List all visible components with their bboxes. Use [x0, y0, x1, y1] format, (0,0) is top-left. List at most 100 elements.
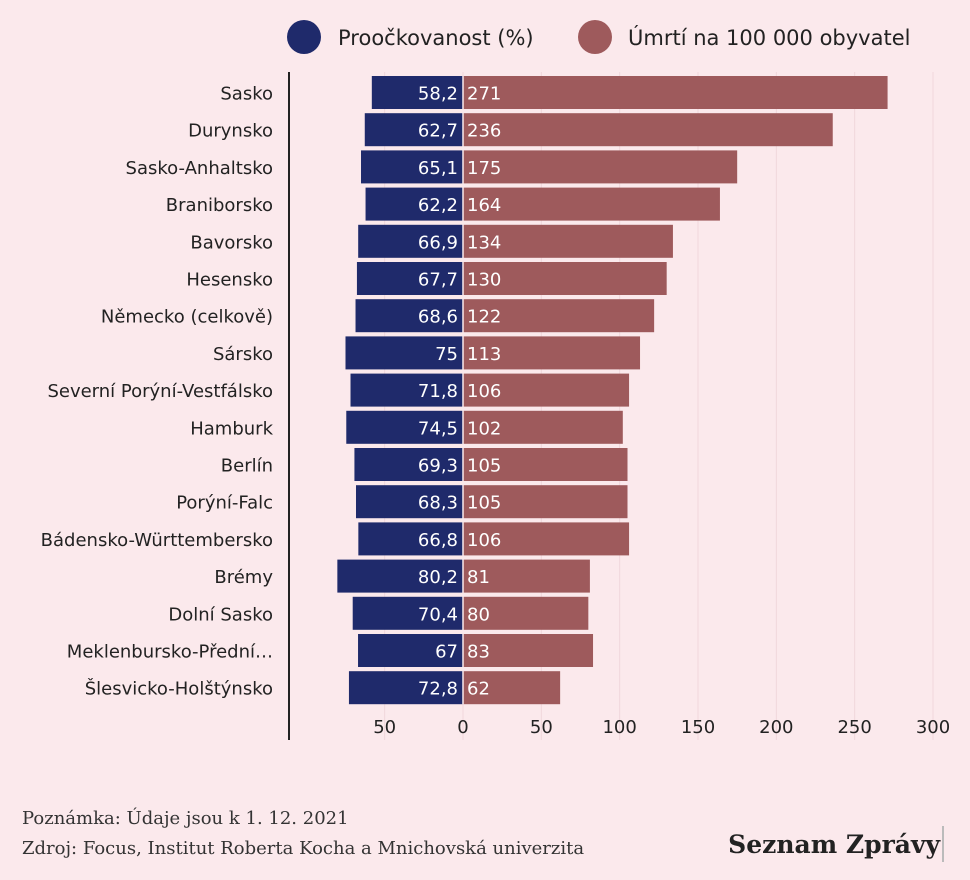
category-label: Meklenbursko-Přední…: [67, 642, 273, 663]
bar-label-deaths: 106: [467, 381, 501, 402]
bar-deaths: [463, 596, 589, 630]
bar-deaths: [463, 150, 738, 184]
bar-label-vaccination: 67: [435, 642, 458, 663]
category-label: Dolní Sasko: [168, 604, 273, 625]
bar-vaccination: [355, 485, 463, 519]
category-label: Berlín: [221, 456, 273, 477]
x-tick-label: 250: [837, 717, 871, 738]
bar-label-deaths: 130: [467, 270, 501, 291]
bar-label-deaths: 106: [467, 530, 501, 551]
bar-deaths: [463, 559, 590, 593]
bar-deaths: [463, 485, 628, 519]
x-tick-labels: 50 0 50 100 150 200 250 300: [373, 717, 950, 738]
bar-label-vaccination: 67,7: [418, 270, 458, 291]
bar-vaccination: [355, 299, 463, 333]
bar-label-vaccination: 62,2: [418, 195, 458, 216]
bar-label-deaths: 164: [467, 195, 501, 216]
bar-vaccination: [337, 559, 463, 593]
bar-vaccination: [346, 410, 463, 444]
bar-deaths: [463, 373, 630, 407]
bar-vaccination: [348, 671, 463, 705]
chart: Proočkovanost (%) Úmrtí na 100 000 obyvat…: [41, 20, 950, 740]
bar-label-deaths: 134: [467, 232, 501, 253]
bar-deaths: [463, 522, 630, 556]
bar-deaths: [463, 336, 641, 370]
category-label: Porýní-Falc: [176, 493, 273, 514]
footer-note: Poznámka: Údaje jsou k 1. 12. 2021: [22, 808, 349, 829]
legend: Proočkovanost (%) Úmrtí na 100 000 obyvat…: [287, 20, 910, 54]
brand-divider: [942, 826, 944, 862]
x-tick-label: 150: [681, 717, 715, 738]
bar-label-vaccination: 68,3: [418, 493, 458, 514]
bar-label-deaths: 236: [467, 121, 501, 142]
bar-vaccination: [364, 113, 463, 147]
category-label: Bádensko-Württembersko: [41, 530, 273, 551]
bar-label-vaccination: 70,4: [418, 604, 458, 625]
legend-swatch: [578, 20, 612, 54]
bar-label-vaccination: 58,2: [418, 84, 458, 105]
bar-vaccination: [356, 262, 463, 295]
bar-vaccination: [358, 522, 463, 556]
bar-label-vaccination: 74,5: [418, 418, 458, 439]
bar-deaths: [463, 410, 623, 444]
category-label: Hesensko: [186, 270, 273, 291]
bar-deaths: [463, 113, 833, 147]
brand-logo: Seznam Zprávy: [728, 830, 940, 859]
category-label: Hamburk: [190, 418, 273, 439]
category-label: Bavorsko: [190, 232, 273, 253]
category-label: Durynsko: [188, 121, 273, 142]
bar-label-deaths: 105: [467, 456, 501, 477]
bar-vaccination: [371, 76, 463, 109]
bar-label-vaccination: 69,3: [418, 456, 458, 477]
bar-label-vaccination: 80,2: [418, 567, 458, 588]
category-label: Severní Porýní-Vestfálsko: [47, 381, 273, 402]
bar-label-vaccination: 66,8: [418, 530, 458, 551]
bar-deaths: [463, 262, 667, 295]
bar-vaccination: [358, 224, 463, 258]
category-label: Sasko: [220, 84, 273, 105]
bar-deaths: [463, 299, 655, 333]
x-tick-label: 0: [457, 717, 468, 738]
x-tick-label: 100: [602, 717, 636, 738]
bar-label-vaccination: 71,8: [418, 381, 458, 402]
bar-vaccination: [345, 336, 463, 370]
bar-label-deaths: 80: [467, 604, 490, 625]
bar-label-vaccination: 68,6: [418, 307, 458, 328]
bar-deaths: [463, 634, 594, 667]
bar-label-deaths: 83: [467, 642, 490, 663]
bar-label-deaths: 122: [467, 307, 501, 328]
x-tick-label: 300: [916, 717, 950, 738]
category-label: Brémy: [214, 567, 273, 588]
bar-vaccination: [361, 150, 463, 184]
bar-deaths: [463, 187, 720, 221]
bar-vaccination: [350, 373, 463, 407]
bar-label-deaths: 113: [467, 344, 501, 365]
bar-label-deaths: 62: [467, 679, 490, 700]
x-tick-label: 200: [759, 717, 793, 738]
category-label: Braniborsko: [166, 195, 273, 216]
bar-vaccination: [358, 634, 463, 667]
bar-label-vaccination: 75: [435, 344, 458, 365]
category-label: Sársko: [213, 344, 273, 365]
x-tick-label: 50: [530, 717, 553, 738]
bar-vaccination: [365, 187, 463, 221]
category-label: Sasko-Anhaltsko: [126, 158, 273, 179]
bar-label-deaths: 102: [467, 418, 501, 439]
bar-deaths: [463, 448, 628, 481]
bar-label-vaccination: 65,1: [418, 158, 458, 179]
legend-swatch: [287, 20, 321, 54]
bars: 58,2 271 62,7 236 65,1 175 62,2 164 66,9 134 67,7 1…: [337, 76, 888, 705]
category-label: Šlesvicko-Holštýnsko: [85, 678, 273, 700]
category-label: Německo (celkově): [101, 307, 273, 328]
category-labels: Sasko Durynsko Sasko-Anhaltsko Braniborsko B…: [41, 84, 274, 700]
x-tick-label: 50: [373, 717, 396, 738]
bar-label-vaccination: 72,8: [418, 679, 458, 700]
bar-label-vaccination: 62,7: [418, 121, 458, 142]
bar-label-deaths: 175: [467, 158, 501, 179]
bar-deaths: [463, 76, 888, 109]
footer-source: Zdroj: Focus, Institut Roberta Kocha a M…: [22, 838, 585, 859]
bar-label-deaths: 271: [467, 84, 501, 105]
legend-label: Úmrtí na 100 000 obyvatel: [628, 25, 910, 50]
bar-label-deaths: 105: [467, 493, 501, 514]
bar-label-deaths: 81: [467, 567, 490, 588]
